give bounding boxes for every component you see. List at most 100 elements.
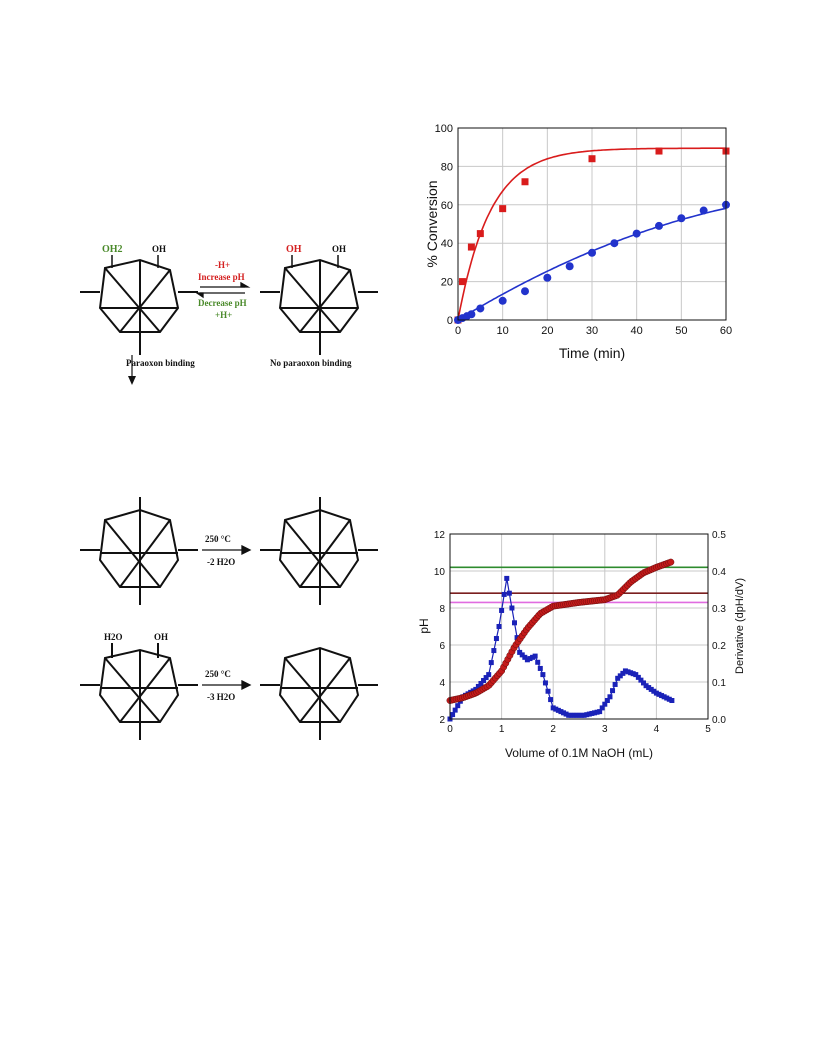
y-tick-label: 2 (439, 715, 445, 726)
label-minus-h: -H+ (215, 260, 230, 270)
reaction-arrow-icon (202, 544, 252, 556)
data-point-square (589, 710, 595, 716)
data-point-square (550, 705, 556, 711)
data-point-square (496, 624, 502, 629)
y2-tick-label: 0.1 (712, 678, 726, 689)
data-point-circle (699, 206, 708, 215)
data-point-square (669, 698, 675, 703)
data-point-square (604, 698, 610, 703)
data-point-circle (588, 248, 596, 257)
data-point-square (571, 712, 577, 718)
label-temp-mid: 250 °C (205, 534, 231, 544)
y-tick-label: 80 (441, 161, 453, 173)
data-point-square (527, 656, 533, 662)
data-point-square (597, 709, 603, 715)
data-point-square (521, 178, 529, 186)
y-tick-label: 10 (434, 567, 446, 578)
y-tick-label: 0 (447, 315, 453, 327)
data-point-square (620, 670, 626, 676)
data-point-square (561, 710, 567, 716)
data-point-circle (476, 304, 485, 313)
data-point-square (524, 657, 530, 663)
label-oh-minus: OH (286, 244, 302, 255)
data-point-square (450, 712, 456, 718)
x-tick-label: 1 (499, 724, 505, 735)
data-point-square (566, 712, 572, 718)
data-point-square (607, 694, 613, 700)
data-point-square (625, 669, 631, 675)
x-axis-label: Volume of 0.1M NaOH (mL) (505, 746, 653, 760)
data-point-square (476, 230, 484, 238)
data-point-square (499, 205, 507, 213)
y2-tick-label: 0.4 (712, 567, 726, 578)
data-point-square (568, 712, 574, 718)
data-point-square (651, 688, 657, 694)
data-point-square (579, 712, 585, 718)
data-point-square (656, 691, 662, 697)
data-point-circle (677, 214, 686, 223)
data-point-circle (498, 296, 507, 305)
data-point-square (655, 147, 663, 155)
data-point-square (615, 675, 621, 681)
data-point-square (630, 671, 636, 677)
data-point-square (555, 707, 561, 713)
data-point-square (481, 678, 487, 684)
x-tick-label: 2 (550, 724, 556, 735)
data-point-square (594, 709, 600, 715)
label-loss-mid: -2 H2O (207, 557, 235, 567)
y-tick-label: 20 (441, 277, 453, 289)
data-point-square (553, 706, 559, 712)
data-point-square (483, 675, 489, 681)
caption-paraoxon-binding: Paraoxon binding (126, 358, 195, 368)
x-tick-label: 60 (720, 325, 732, 337)
data-point-square (612, 681, 618, 687)
data-point-circle (543, 273, 552, 282)
data-point-square (659, 693, 665, 699)
cluster-mid-left (80, 497, 198, 605)
label-oh2: OH2 (102, 244, 123, 255)
data-point-square (588, 155, 596, 163)
data-point-square (499, 607, 505, 613)
label-increase-ph: Increase pH (198, 272, 245, 282)
chart-conversion-vs-time: 0 10 20 30 40 50 60 0 20 40 60 80 100 Time (min) % C… (424, 123, 732, 361)
data-point-square (599, 705, 605, 711)
data-point-square (661, 694, 667, 700)
x-tick-label: 3 (602, 724, 608, 735)
data-point-square (540, 672, 546, 678)
data-point-square (635, 674, 641, 680)
label-h2o: H2O (104, 632, 123, 642)
scheme-acid-base: OH2 OH Paraoxon binding -H+ Increase pH … (80, 244, 378, 385)
y-tick-label: 40 (441, 238, 453, 250)
data-point-square (501, 591, 507, 597)
reaction-arrow-icon (202, 679, 252, 691)
label-temp-bottom: 250 °C (205, 669, 231, 679)
data-point-circle (521, 287, 529, 296)
data-point-square (467, 243, 475, 251)
scheme-dehydration-2: 250 °C -2 H2O (80, 497, 378, 605)
x-tick-label: 5 (705, 724, 711, 735)
scheme-dehydration-3: H2O OH 250 °C -3 H2O (80, 632, 378, 740)
data-point-square (610, 688, 616, 694)
label-oh-bottom: OH (154, 632, 168, 642)
data-point-square (535, 659, 541, 665)
y-tick-label: 4 (439, 678, 445, 689)
data-point-square (506, 590, 512, 596)
y-tick-label: 8 (439, 604, 445, 615)
plot-frame (457, 127, 727, 321)
cluster-bot-right (260, 646, 378, 740)
data-point-square (633, 672, 639, 678)
y-tick-label: 100 (435, 123, 453, 135)
data-point-square (512, 620, 517, 626)
label-plus-h: +H+ (215, 310, 232, 320)
equilibrium-arrow-icon (194, 281, 251, 299)
data-point-square (532, 653, 538, 659)
data-point-square (666, 696, 672, 702)
x-axis-label: Time (min) (559, 345, 625, 361)
data-point-square (646, 685, 652, 691)
data-point-square (491, 648, 497, 654)
data-point-square (517, 649, 523, 655)
data-point-square (638, 677, 644, 683)
data-point-square (545, 688, 551, 694)
x-tick-label: 10 (497, 325, 509, 337)
